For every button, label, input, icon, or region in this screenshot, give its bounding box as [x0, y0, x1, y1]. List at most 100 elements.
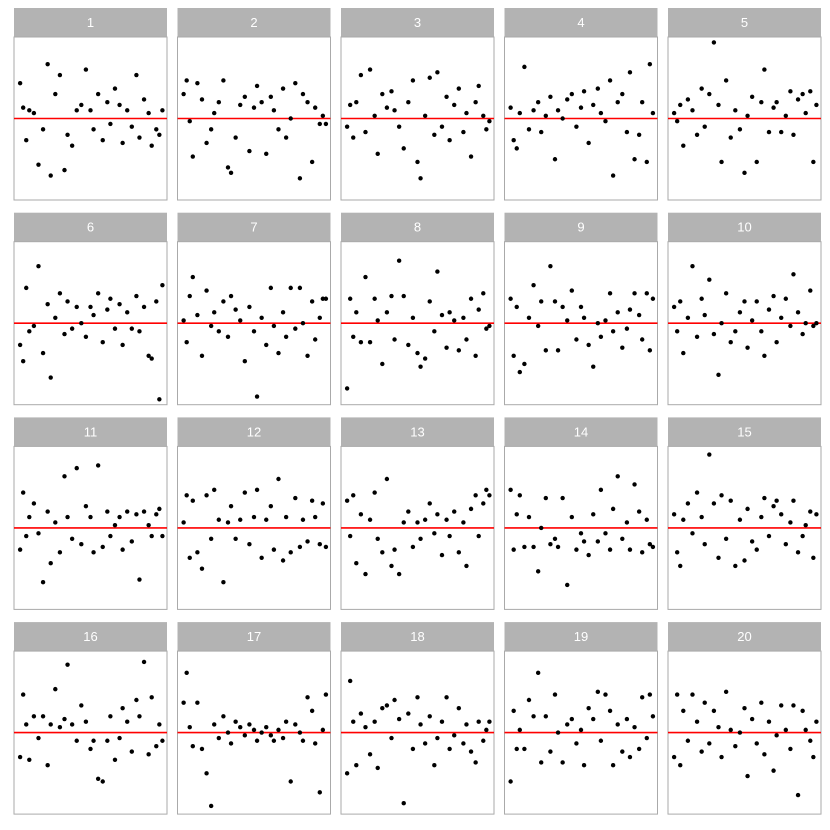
- point: [745, 345, 750, 350]
- panel-title: 4: [577, 15, 584, 30]
- point: [624, 326, 630, 331]
- strip: [504, 212, 658, 242]
- point: [254, 394, 260, 399]
- point: [40, 580, 46, 585]
- point: [225, 520, 231, 525]
- point: [779, 703, 784, 708]
- point: [535, 323, 541, 329]
- point: [800, 533, 805, 539]
- point: [694, 334, 700, 339]
- point: [699, 296, 704, 301]
- point: [674, 329, 680, 334]
- point: [685, 315, 691, 320]
- point: [62, 167, 67, 173]
- point: [137, 714, 142, 719]
- point: [117, 514, 122, 520]
- point: [372, 490, 377, 495]
- point: [461, 520, 466, 525]
- point: [452, 102, 457, 108]
- point: [288, 285, 293, 291]
- point: [535, 569, 541, 574]
- point: [681, 708, 686, 714]
- point: [264, 724, 269, 730]
- point: [276, 350, 281, 356]
- point: [464, 722, 469, 727]
- point: [615, 310, 620, 315]
- point: [514, 512, 519, 517]
- point: [647, 348, 653, 353]
- point: [57, 724, 63, 730]
- point: [432, 132, 437, 137]
- point: [45, 509, 50, 514]
- point: [48, 173, 53, 178]
- point: [640, 100, 645, 105]
- point: [88, 746, 93, 752]
- point: [157, 397, 162, 402]
- point: [647, 61, 653, 67]
- point: [707, 91, 712, 97]
- point: [247, 722, 252, 727]
- point: [560, 495, 565, 501]
- point: [293, 326, 298, 331]
- point: [380, 550, 385, 555]
- point: [283, 719, 289, 724]
- point: [552, 299, 558, 304]
- point: [406, 342, 411, 348]
- point: [759, 514, 764, 520]
- point: [711, 708, 717, 714]
- point: [396, 258, 402, 263]
- point: [375, 765, 380, 771]
- point: [125, 310, 130, 315]
- point: [543, 348, 549, 353]
- point: [586, 140, 591, 146]
- point: [309, 159, 315, 165]
- point: [678, 299, 683, 304]
- point: [157, 722, 162, 727]
- point: [719, 159, 724, 165]
- point: [212, 722, 217, 727]
- point: [461, 315, 466, 320]
- point: [791, 272, 796, 277]
- point: [344, 498, 350, 503]
- point: [795, 97, 801, 102]
- point: [788, 746, 793, 752]
- point: [105, 509, 110, 514]
- point: [468, 749, 474, 754]
- point: [351, 334, 356, 339]
- point: [539, 760, 544, 765]
- point: [216, 517, 222, 522]
- point: [771, 503, 776, 509]
- strip: [14, 212, 167, 242]
- point: [514, 304, 519, 310]
- point: [759, 100, 764, 105]
- point: [372, 113, 377, 118]
- point: [134, 697, 139, 703]
- point: [620, 749, 625, 754]
- point: [607, 708, 613, 714]
- point: [435, 512, 440, 517]
- panel-title: 10: [737, 220, 751, 235]
- point: [27, 329, 32, 334]
- point: [254, 487, 260, 493]
- point: [288, 116, 293, 121]
- point: [456, 550, 462, 555]
- point: [690, 263, 695, 269]
- point: [24, 722, 29, 727]
- point: [647, 692, 653, 697]
- point: [141, 659, 147, 665]
- point: [401, 293, 406, 299]
- point: [811, 159, 816, 165]
- point: [305, 100, 310, 105]
- point: [560, 116, 565, 121]
- point: [187, 119, 192, 124]
- point: [674, 692, 680, 697]
- point: [779, 129, 784, 135]
- point: [754, 159, 759, 165]
- point: [742, 558, 747, 563]
- point: [208, 803, 214, 809]
- point: [800, 708, 805, 714]
- point: [129, 326, 135, 331]
- point: [522, 361, 527, 367]
- point: [264, 342, 269, 348]
